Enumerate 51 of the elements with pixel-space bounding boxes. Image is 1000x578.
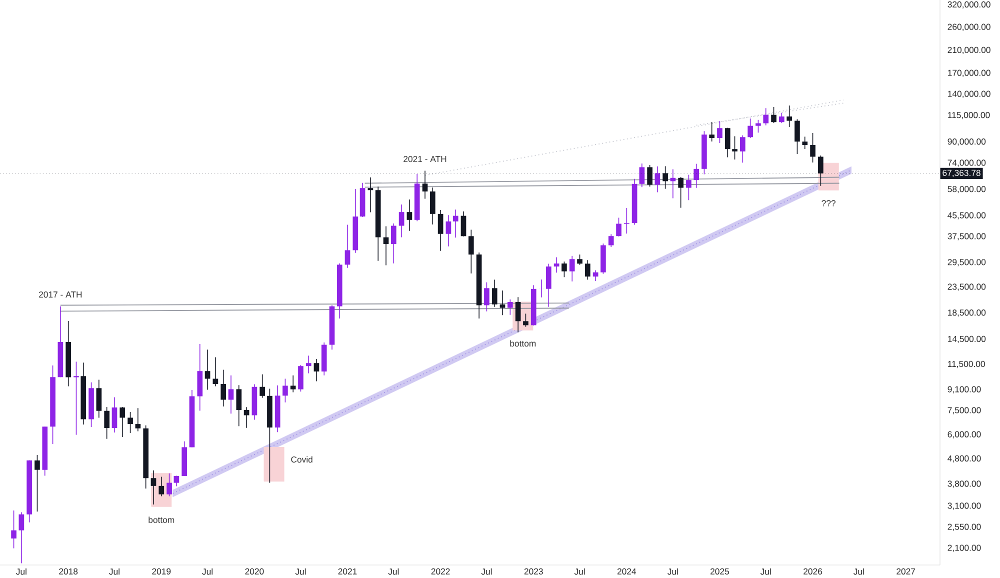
- x-tick-label: Jul: [16, 568, 26, 575]
- y-tick-label: 115,000.00: [948, 112, 990, 120]
- y-tick-label: 45,500.00: [948, 212, 986, 220]
- x-tick-label: 2018: [59, 568, 78, 574]
- y-tick-label: 3,100.00: [948, 502, 981, 510]
- x-tick-label: 2026: [804, 568, 822, 574]
- y-tick-label: 14,500.00: [948, 336, 986, 344]
- y-tick-label: 170,000.00: [948, 70, 990, 77]
- y-tick-label: 11,500.00: [948, 360, 985, 368]
- y-tick-label: 2,550.00: [948, 524, 981, 531]
- y-tick-label: 320,000.00: [948, 1, 990, 9]
- y-tick-label: 210,000.00: [948, 46, 990, 54]
- x-tick-label: Jul: [574, 568, 585, 575]
- ref-line-label: 67,363.78: [942, 170, 980, 177]
- x-tick-label: Jul: [854, 568, 864, 575]
- y-tick-label: 2,100.00: [948, 544, 981, 552]
- x-tick-label: 2025: [710, 568, 729, 574]
- y-tick-label: 74,000.00: [948, 160, 986, 167]
- y-tick-label: 37,500.00: [948, 233, 986, 240]
- x-tick-label: Jul: [668, 568, 678, 575]
- x-tick-label: 2022: [431, 568, 450, 574]
- y-tick-label: 29,500.00: [948, 259, 986, 266]
- annotation: Covid: [291, 456, 312, 463]
- annotation: 2017 - ATH: [39, 291, 82, 298]
- annotation: ???: [822, 200, 836, 206]
- y-tick-label: 23,500.00: [948, 284, 986, 291]
- x-tick-label: 2020: [245, 568, 264, 574]
- y-tick-label: 18,500.00: [948, 310, 986, 317]
- y-tick-label: 9,100.00: [948, 386, 981, 394]
- y-tick-label: 90,000.00: [948, 138, 986, 146]
- x-tick-label: 2021: [338, 568, 357, 574]
- annotation: 2021 - ATH: [404, 156, 446, 162]
- y-tick-label: 3,800.00: [948, 480, 981, 488]
- y-tick-label: 4,800.00: [948, 455, 981, 463]
- x-tick-label: Jul: [481, 568, 492, 575]
- x-tick-label: Jul: [760, 568, 771, 575]
- x-tick-label: Jul: [388, 568, 399, 575]
- y-tick-label: 7,500.00: [948, 407, 981, 414]
- y-tick-label: 260,000.00: [948, 24, 990, 31]
- annotation: bottom: [510, 340, 536, 347]
- y-tick-label: 6,000.00: [948, 431, 981, 438]
- x-tick-label: Jul: [109, 568, 120, 575]
- x-tick-label: Jul: [295, 568, 306, 575]
- x-tick-label: 2027: [896, 568, 916, 574]
- x-tick-label: Jul: [202, 568, 212, 575]
- annotation: bottom: [148, 516, 174, 523]
- y-tick-label: 58,000.00: [948, 186, 986, 194]
- x-tick-label: 2019: [152, 568, 171, 574]
- x-tick-label: 2024: [617, 568, 636, 574]
- x-tick-label: 2023: [524, 568, 543, 574]
- y-tick-label: 140,000.00: [948, 90, 990, 98]
